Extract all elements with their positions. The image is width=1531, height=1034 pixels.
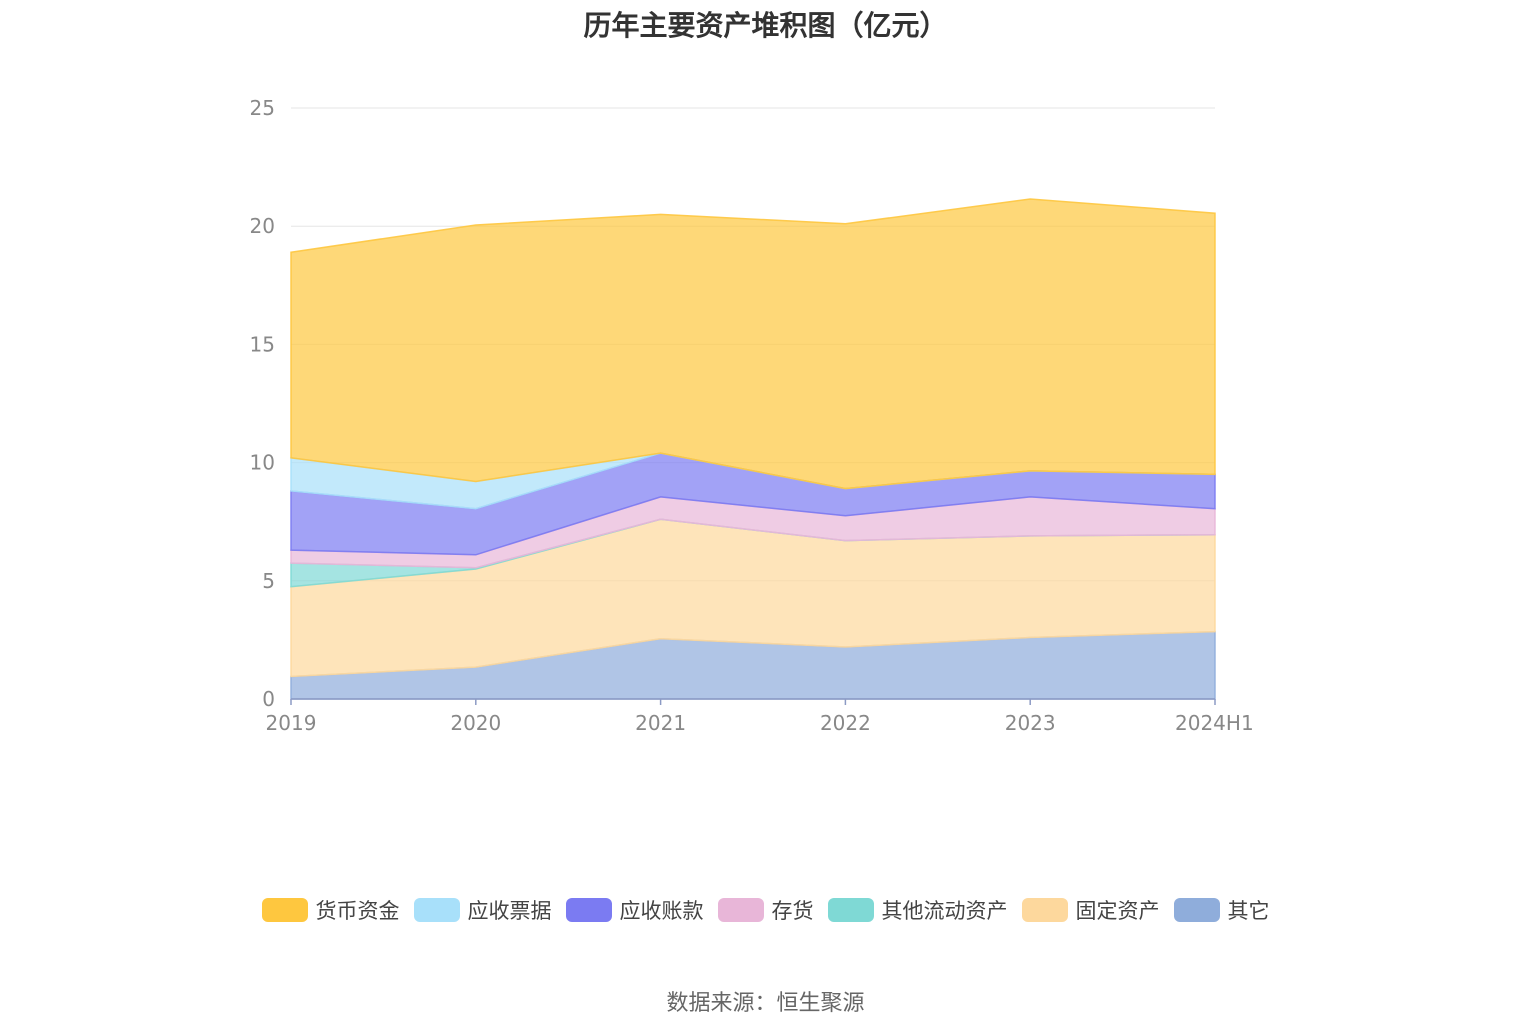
- legend: 货币资金 应收票据 应收账款 存货 其他流动资产 固定资产 其它: [0, 895, 1531, 925]
- legend-swatch: [717, 898, 764, 922]
- legend-swatch: [261, 898, 308, 922]
- x-tick-label: 2022: [820, 711, 871, 735]
- legend-label: 存货: [771, 899, 814, 923]
- legend-swatch: [827, 898, 874, 922]
- legend-swatch: [413, 898, 460, 922]
- y-tick-label: 0: [262, 687, 275, 711]
- legend-item[interactable]: 应收票据: [413, 895, 552, 925]
- legend-item[interactable]: 存货: [717, 895, 814, 925]
- legend-item[interactable]: 固定资产: [1021, 895, 1160, 925]
- legend-label: 其它: [1227, 899, 1270, 923]
- x-tick-label: 2023: [1005, 711, 1056, 735]
- legend-label: 货币资金: [315, 899, 400, 923]
- chart-title: 历年主要资产堆积图（亿元）: [583, 9, 948, 42]
- y-tick-label: 10: [250, 451, 275, 475]
- x-tick-label: 2021: [635, 711, 686, 735]
- data-source-note: 数据来源：恒生聚源: [666, 991, 865, 1016]
- legend-label: 应收账款: [619, 899, 704, 923]
- legend-swatch: [565, 898, 612, 922]
- x-tick-label: 2024H1: [1175, 711, 1254, 735]
- legend-item[interactable]: 应收账款: [565, 895, 704, 925]
- axes: 0 5 10 15 20 25 2019 2020 2021 2022 2023 2024H1: [250, 96, 1254, 735]
- stacked-areas: [290, 198, 1216, 700]
- legend-item[interactable]: 其它: [1173, 895, 1270, 925]
- legend-label: 其他流动资产: [881, 899, 1008, 923]
- x-tick-label: 2020: [450, 711, 501, 735]
- y-tick-label: 15: [250, 332, 275, 356]
- legend-swatch: [1021, 898, 1068, 922]
- legend-label: 固定资产: [1075, 899, 1160, 923]
- y-tick-label: 20: [250, 214, 275, 238]
- area-series-6: [290, 198, 1216, 490]
- legend-label: 应收票据: [467, 899, 552, 923]
- y-tick-label: 25: [250, 96, 275, 120]
- y-tick-label: 5: [262, 569, 275, 593]
- x-tick-label: 2019: [266, 711, 317, 735]
- legend-swatch: [1173, 898, 1220, 922]
- legend-item[interactable]: 货币资金: [261, 895, 400, 925]
- legend-item[interactable]: 其他流动资产: [827, 895, 1008, 925]
